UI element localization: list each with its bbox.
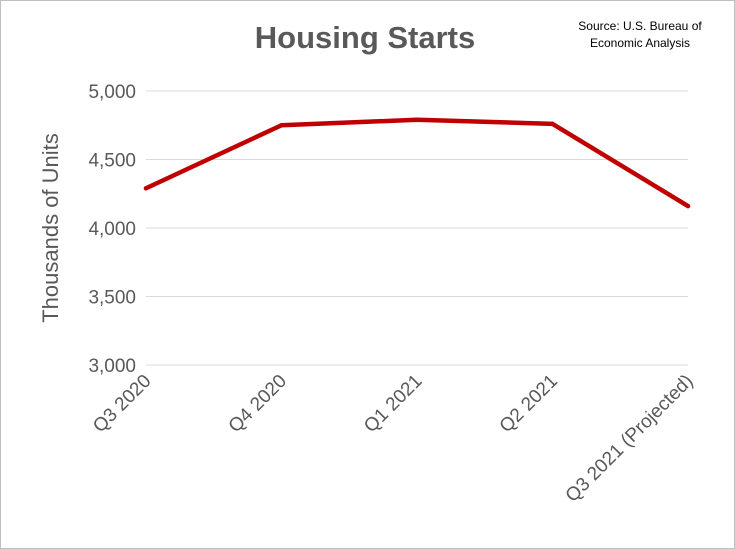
x-axis-ticks: Q3 2020 Q4 2020 Q1 2021 Q2 2021 Q3 2021 (Pro…	[89, 371, 697, 507]
x-tick-label: Q4 2020	[225, 371, 291, 437]
y-tick-label: 5,000	[88, 82, 136, 103]
data-point	[414, 117, 420, 122]
data-point	[279, 123, 284, 128]
x-tick-label: Q3 2021 (Projected)	[562, 371, 698, 507]
series-layer	[143, 117, 691, 209]
series-line	[143, 117, 691, 209]
chart-title: Housing Starts	[254, 20, 476, 55]
source-line-2: Economic Analysis	[589, 36, 691, 50]
x-tick-label: Q2 2021	[496, 371, 562, 437]
x-tick-label: Q3 2020	[89, 371, 155, 437]
source-line-1: Source: U.S. Bureau of	[578, 19, 702, 33]
y-axis-label: Thousands of Units	[38, 133, 63, 323]
gridlines	[146, 90, 688, 366]
data-point	[685, 203, 691, 209]
y-tick-label: 4,500	[88, 151, 136, 172]
data-point	[550, 121, 555, 127]
data-point	[143, 186, 149, 191]
y-tick-label: 3,500	[88, 288, 136, 309]
y-axis-ticks: 3,000 3,500 4,000 4,500 5,000	[88, 82, 136, 377]
y-tick-label: 3,000	[88, 356, 136, 377]
y-tick-label: 4,000	[88, 219, 136, 240]
chart-source-note: Source: U.S. Bureau of Economic Analysis	[560, 18, 720, 52]
x-tick-label: Q1 2021	[360, 371, 426, 437]
